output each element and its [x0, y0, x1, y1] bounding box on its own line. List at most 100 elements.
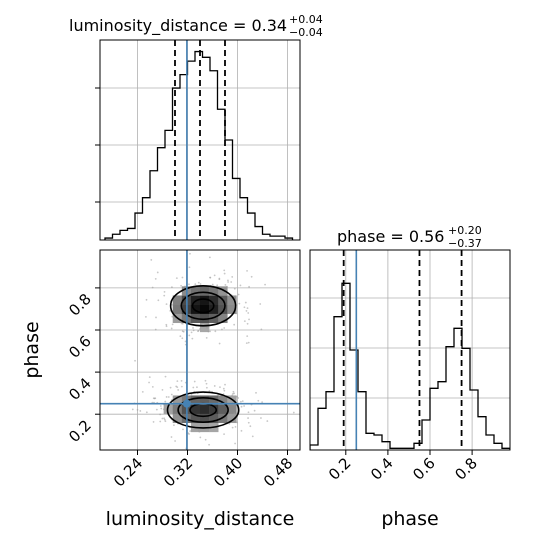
sample-point [139, 410, 142, 412]
ytick-label: 0.2 [65, 416, 95, 446]
sample-point [245, 310, 248, 312]
sample-point [246, 335, 249, 338]
sample-point [231, 276, 234, 278]
sample-point [180, 385, 183, 388]
sample-point [230, 281, 233, 283]
title-phase-upper: +0.20 [448, 224, 482, 237]
sample-point [184, 340, 187, 343]
panel-luminosity-distance-hist: luminosity_distance = 0.34 +0.04 −0.04 [69, 13, 323, 241]
sample-point [159, 420, 162, 423]
sample-point [234, 295, 237, 298]
sample-point [214, 330, 217, 333]
panel-phase-hist: 0.2 0.4 0.6 0.8 phase = 0.56 +0.20 −0.37 ph… [309, 224, 511, 530]
sample-point [170, 393, 173, 396]
sample-point [79, 444, 81, 446]
sample-point [233, 287, 236, 290]
sample-point [171, 323, 174, 326]
sample-point [266, 420, 269, 422]
sample-point [141, 390, 144, 393]
sample-point [241, 400, 244, 403]
sample-point [224, 283, 227, 286]
hist-luminosity-distance [104, 50, 294, 240]
density-cell [209, 413, 219, 424]
sample-point [237, 293, 240, 296]
sample-point [236, 395, 238, 398]
sample-point [189, 430, 192, 432]
density-cell [190, 413, 201, 424]
contour-line [180, 291, 226, 321]
ytick-label: 0.4 [65, 374, 95, 404]
sample-point [188, 266, 191, 269]
sample-point [213, 274, 216, 277]
sample-point [170, 327, 173, 330]
sample-point [171, 315, 174, 318]
sample-point [163, 417, 166, 420]
sample-point [184, 285, 186, 288]
sample-point [236, 421, 238, 424]
sample-point [243, 306, 246, 309]
sample-point [196, 468, 198, 470]
sample-point [221, 328, 223, 331]
sample-point [233, 392, 235, 395]
sample-point [155, 408, 158, 411]
sample-point [171, 286, 173, 289]
sample-point [219, 386, 221, 389]
sample-point [225, 285, 228, 288]
panel-2d-distance-phase: 0.24 0.32 0.40 0.48 0.2 0.4 0.6 0.8 luminosity… [21, 249, 301, 530]
sample-point [167, 396, 170, 398]
sample-point [161, 417, 164, 420]
sample-point [176, 380, 179, 382]
sample-point [237, 397, 240, 399]
sample-point [131, 408, 134, 411]
sample-point [260, 417, 262, 419]
sample-point [205, 386, 208, 389]
sample-point [145, 298, 148, 301]
density-cell [200, 295, 210, 305]
sample-point [169, 386, 172, 389]
xtick-label: 0.4 [367, 454, 397, 484]
density-cell [218, 313, 228, 324]
sample-point [192, 329, 195, 332]
density-cell [218, 304, 228, 314]
sample-point [204, 438, 207, 441]
sample-point [154, 278, 157, 280]
sample-point [246, 307, 249, 310]
yticks-phase: 0.2 0.4 0.6 0.8 [65, 287, 100, 446]
sample-point [248, 285, 250, 288]
sample-point [197, 281, 200, 284]
sample-point [247, 341, 250, 344]
sample-point [227, 279, 229, 282]
sample-point [244, 301, 247, 304]
density-cell [209, 295, 219, 305]
sample-point [232, 390, 235, 393]
frame-a [99, 39, 301, 241]
sample-point [182, 428, 184, 431]
sample-point [150, 259, 153, 261]
sample-point [145, 411, 148, 414]
density-cell [163, 404, 174, 414]
sample-point [212, 427, 215, 430]
contour-line [177, 396, 229, 424]
sample-point [153, 397, 156, 400]
sample-point [199, 436, 202, 439]
sample-point [228, 422, 231, 425]
sample-point [151, 286, 154, 289]
contour-line [191, 298, 215, 314]
title-luminosity-distance-lower: −0.04 [289, 26, 323, 39]
sample-point [170, 436, 173, 438]
sample-point [164, 420, 167, 423]
sample-point [187, 432, 190, 435]
xtick-label: 0.48 [260, 454, 296, 490]
sample-point [240, 405, 243, 408]
sample-point [164, 375, 167, 378]
ytick-label: 0.6 [65, 332, 95, 362]
density-cell [200, 404, 210, 414]
sample-point [224, 383, 226, 386]
sample-point [264, 283, 266, 286]
density-cells [163, 286, 237, 433]
hist-phase [310, 282, 510, 450]
xticks-phase: 0.2 0.4 0.6 0.8 [325, 450, 481, 484]
sample-point [209, 276, 211, 279]
sample-point [165, 396, 168, 398]
